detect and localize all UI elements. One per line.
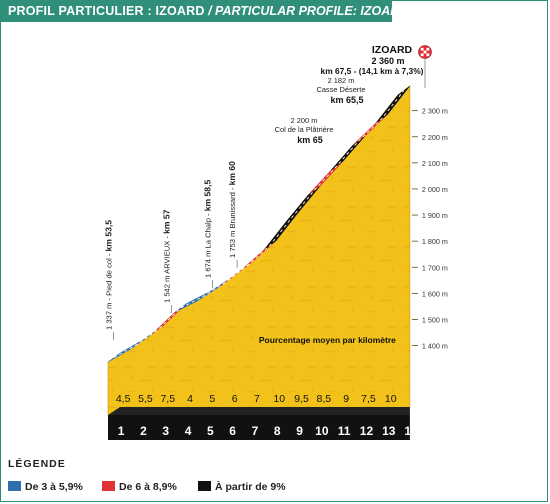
km-number: 9 bbox=[296, 424, 303, 438]
y-tick-label: 2 100 m bbox=[422, 159, 448, 168]
km-number: 13 bbox=[382, 424, 396, 438]
y-tick-label: 2 200 m bbox=[422, 133, 448, 142]
waypoint-label: 1 337 m - Pied de col - km 53,5 bbox=[103, 220, 113, 330]
waypoint-km: km 65,5 bbox=[330, 95, 363, 105]
waypoint-altitude: 1 337 m - Pied de col - bbox=[104, 251, 113, 330]
waypoint-altitude: 2 200 m bbox=[291, 116, 318, 125]
waypoint-label: 1 753 m Brunissard - km 60 bbox=[227, 161, 237, 258]
km-number: 5 bbox=[207, 424, 214, 438]
waypoint-altitude: 1 674 m La Chalp - bbox=[204, 211, 213, 278]
gradient-label: 4 bbox=[187, 393, 193, 405]
y-tick-label: 1 900 m bbox=[422, 211, 448, 220]
y-tick-label: 2 300 m bbox=[422, 107, 448, 116]
legend-label-red: De 6 à 8,9% bbox=[119, 481, 177, 493]
y-tick-label: 1 500 m bbox=[422, 315, 448, 324]
km-number: 8 bbox=[274, 424, 281, 438]
waypoint-altitude: 1 542 m ARVIEUX - bbox=[162, 234, 171, 303]
gradient-label: 7 bbox=[254, 393, 260, 405]
legend-title: LÉGENDE bbox=[8, 458, 66, 470]
title-separator: / bbox=[204, 4, 216, 18]
y-tick-label: 1 600 m bbox=[422, 289, 448, 298]
gradient-label: 9 bbox=[343, 393, 349, 405]
finish-flag-check bbox=[420, 53, 424, 57]
km-number: 3 bbox=[162, 424, 169, 438]
gradient-label: 7,5 bbox=[361, 393, 376, 405]
legend-swatch-black bbox=[198, 481, 211, 491]
waypoint-label: 1 542 m ARVIEUX - km 57 bbox=[161, 209, 171, 303]
waypoint-km: km 57 bbox=[161, 209, 171, 234]
elevation-profile-chart: 1 400 m 1 500 m 1 600 m 1 700 m 1 800 m 1 900… bbox=[103, 44, 448, 440]
finish-flag-check bbox=[426, 53, 430, 57]
waypoint-name: Casse Déserte bbox=[317, 85, 366, 94]
waypoint-km: km 60 bbox=[227, 161, 237, 186]
gradient-label: 10 bbox=[385, 393, 397, 405]
y-tick-label: 1 700 m bbox=[422, 263, 448, 272]
gradient-label: 9,5 bbox=[294, 393, 309, 405]
gradient-label: 6 bbox=[232, 393, 238, 405]
route-centerline bbox=[113, 90, 405, 358]
y-tick-label: 1 800 m bbox=[422, 237, 448, 246]
gradient-caption: Pourcentage moyen par kilomètre bbox=[259, 335, 396, 345]
finish-flag-check bbox=[426, 47, 430, 51]
finish-flag-check bbox=[423, 50, 427, 54]
gradient-label: 5,5 bbox=[138, 393, 153, 405]
legend-item-blue: De 3 à 5,9% bbox=[8, 481, 83, 493]
legend-label-black: À partir de 9% bbox=[215, 481, 286, 493]
summit-name: IZOARD bbox=[372, 44, 413, 56]
gradient-label: 10 bbox=[273, 393, 285, 405]
km-number: 1 bbox=[118, 424, 125, 438]
km-number: 11 bbox=[338, 424, 351, 438]
gradient-label: 8,5 bbox=[317, 393, 332, 405]
legend-label-blue: De 3 à 5,9% bbox=[25, 481, 83, 493]
waypoint-km: km 65 bbox=[297, 135, 323, 145]
km-number: 6 bbox=[229, 424, 236, 438]
legend-swatch-red bbox=[102, 481, 115, 491]
waypoint-name: Col de la Plâtrière bbox=[275, 125, 334, 134]
waypoint-altitude: 2 182 m bbox=[328, 76, 355, 85]
y-tick-label: 2 000 m bbox=[422, 185, 448, 194]
gradient-label: 7,5 bbox=[160, 393, 175, 405]
finish-flag-check bbox=[420, 47, 424, 51]
km-number: 14 bbox=[404, 424, 418, 438]
legend-item-red: De 6 à 8,9% bbox=[102, 481, 177, 493]
km-number: 4 bbox=[185, 424, 192, 438]
legend-swatch-blue bbox=[8, 481, 21, 491]
waypoint-km: km 53,5 bbox=[103, 220, 113, 252]
gradient-label: 5 bbox=[209, 393, 215, 405]
title-english: PARTICULAR PROFILE: IZOARD bbox=[215, 4, 409, 18]
waypoint-label: 1 674 m La Chalp - km 58,5 bbox=[203, 180, 213, 278]
summit-altitude: 2 360 m bbox=[371, 56, 404, 66]
km-number: 12 bbox=[360, 424, 374, 438]
waypoint-km: km 58,5 bbox=[203, 180, 213, 212]
y-tick-label: 1 400 m bbox=[422, 342, 448, 351]
km-axis-top bbox=[108, 407, 410, 415]
km-axis-bar bbox=[108, 415, 410, 440]
gradient-label: 4,5 bbox=[116, 393, 131, 405]
km-number: 10 bbox=[315, 424, 329, 438]
km-number: 2 bbox=[140, 424, 147, 438]
km-number: 7 bbox=[252, 424, 259, 438]
legend-item-black: À partir de 9% bbox=[198, 481, 286, 493]
waypoint-altitude: 1 753 m Brunissard - bbox=[228, 185, 237, 258]
title-french: PROFIL PARTICULIER : IZOARD bbox=[8, 4, 205, 18]
summit-detail: km 67,5 - (14,1 km à 7,3%) bbox=[321, 66, 424, 76]
legend: De 3 à 5,9% De 6 à 8,9% À partir de 9% bbox=[8, 481, 548, 495]
title-banner: PROFIL PARTICULIER : IZOARD / PARTICULAR… bbox=[0, 0, 408, 22]
